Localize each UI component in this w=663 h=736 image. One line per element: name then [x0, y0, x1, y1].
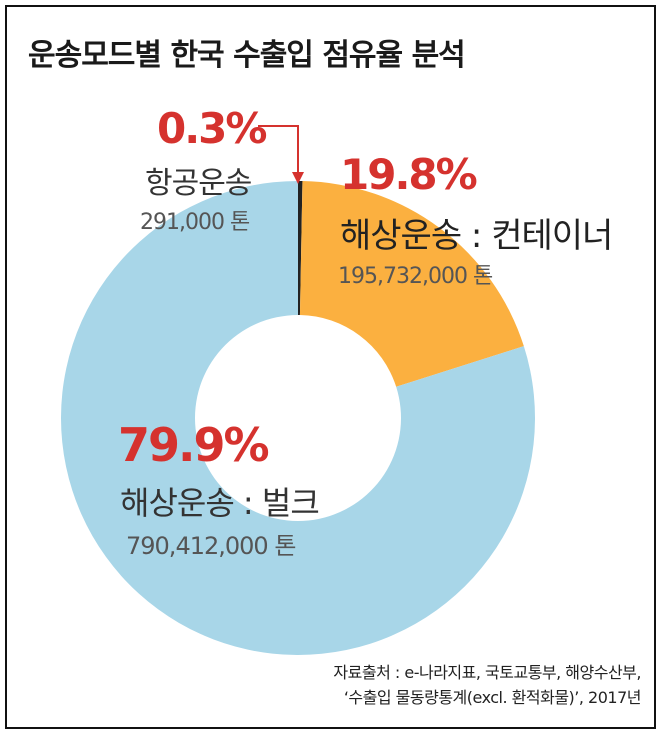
air-percent-label: 0.3% [157, 104, 267, 153]
air-value-label: 291,000 톤 [140, 210, 250, 235]
donut-slice-2 [60, 181, 536, 655]
figure-frame [5, 5, 656, 729]
container-category-label: 해상운송 : 컨테이너 [340, 216, 613, 256]
bulk-value-label: 790,412,000 톤 [126, 532, 296, 560]
source-line-2: ‘수출입 물동량통계(excl. 환적화물)’, 2017년 [343, 688, 642, 707]
air-arrow-icon [258, 125, 304, 184]
bulk-category-label: 해상운송 : 벌크 [120, 484, 320, 522]
source-note: 자료출처 : e-나라지표, 국토교통부, 해양수산부, ‘수출입 물동량통계(… [333, 660, 641, 710]
donut-slices [60, 181, 536, 655]
arrow-head [292, 172, 304, 184]
container-percent-label: 19.8% [340, 150, 478, 199]
air-category-label: 항공운송 [145, 166, 252, 201]
donut-slice-1 [299, 181, 524, 387]
source-line-1: 자료출처 : e-나라지표, 국토교통부, 해양수산부, [333, 663, 641, 682]
arrow-line [258, 125, 299, 172]
bulk-percent-label: 79.9% [118, 418, 270, 472]
container-value-label: 195,732,000 톤 [338, 264, 493, 289]
chart-title: 운송모드별 한국 수출입 점유율 분석 [28, 38, 466, 73]
donut-slice-0 [298, 181, 303, 316]
